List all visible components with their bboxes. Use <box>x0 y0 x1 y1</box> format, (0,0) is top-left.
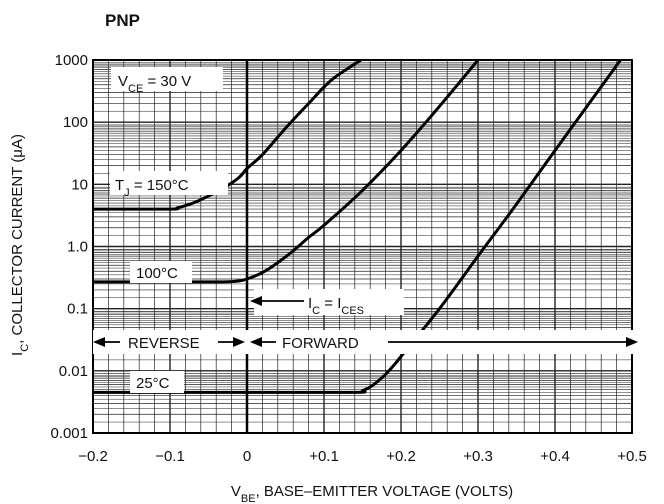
ices-arrow-head <box>250 296 262 306</box>
forward-right-arrow <box>626 337 638 347</box>
series-line-2 <box>93 59 622 395</box>
x-tick-label: +0.4 <box>540 448 570 465</box>
plot-frame <box>92 59 633 434</box>
y-axis-label-main: I <box>9 352 26 356</box>
annotation-reverse-forward: REVERSE FORWARD <box>93 330 638 354</box>
chart-title: PNP <box>105 11 140 30</box>
reverse-right-arrow <box>233 337 245 347</box>
x-tick-label: +0.2 <box>386 448 416 465</box>
y-tick-label: 1.0 <box>67 239 88 256</box>
x-tick-label: −0.2 <box>78 448 108 465</box>
x-tick-label: +0.5 <box>617 448 647 465</box>
y-tick-label: 0.1 <box>67 301 88 318</box>
y-tick-labels: 0.001 0.01 0.1 1.0 10 100 1000 <box>50 52 88 442</box>
x-axis-label: VBE, BASE–EMITTER VOLTAGE (VOLTS) <box>231 483 513 504</box>
annotation-25c: 25°C <box>130 371 184 393</box>
y-tick-label: 1000 <box>55 52 88 69</box>
annotation-forward-text: FORWARD <box>282 335 359 352</box>
annotation-100c: 100°C <box>130 261 192 283</box>
x-axis-label-main: V <box>231 483 241 500</box>
x-tick-label: −0.1 <box>155 448 185 465</box>
annotation-ices: IC = ICES <box>250 289 404 317</box>
series-line-1 <box>93 59 480 284</box>
x-axis-label-rest: , BASE–EMITTER VOLTAGE (VOLTS) <box>256 483 514 500</box>
annotation-tj150-text: TJ = 150°C <box>115 177 189 199</box>
x-tick-label: +0.3 <box>463 448 493 465</box>
annotation-100c-text: 100°C <box>136 265 178 282</box>
y-tick-label: 0.01 <box>59 363 88 380</box>
x-tick-label: +0.1 <box>309 448 339 465</box>
series-group <box>92 58 622 395</box>
x-tick-labels: −0.2 −0.1 0 +0.1 +0.2 +0.3 +0.4 +0.5 <box>78 448 647 465</box>
reverse-left-arrow <box>93 337 105 347</box>
y-tick-label: 10 <box>71 176 88 193</box>
y-tick-label: 0.001 <box>50 425 88 442</box>
annotation-25c-text: 25°C <box>136 375 170 392</box>
series-line-0 <box>92 58 362 211</box>
annotation-ices-text: IC = ICES <box>308 295 364 317</box>
forward-left-arrow <box>250 337 262 347</box>
annotation-reverse-text: REVERSE <box>128 335 200 352</box>
y-tick-label: 100 <box>63 114 88 131</box>
y-axis-label-sub: C <box>19 344 31 352</box>
x-tick-label: 0 <box>243 448 251 465</box>
y-axis-label-rest: , COLLECTOR CURRENT (μA) <box>9 134 26 344</box>
y-axis-label: IC, COLLECTOR CURRENT (μA) <box>9 134 31 356</box>
annotation-vce: VCE = 30 V <box>111 67 223 95</box>
annotation-vce-text: VCE = 30 V <box>118 73 191 95</box>
x-axis-label-sub: BE <box>241 493 256 504</box>
annotation-tj150: TJ = 150°C <box>110 171 228 199</box>
